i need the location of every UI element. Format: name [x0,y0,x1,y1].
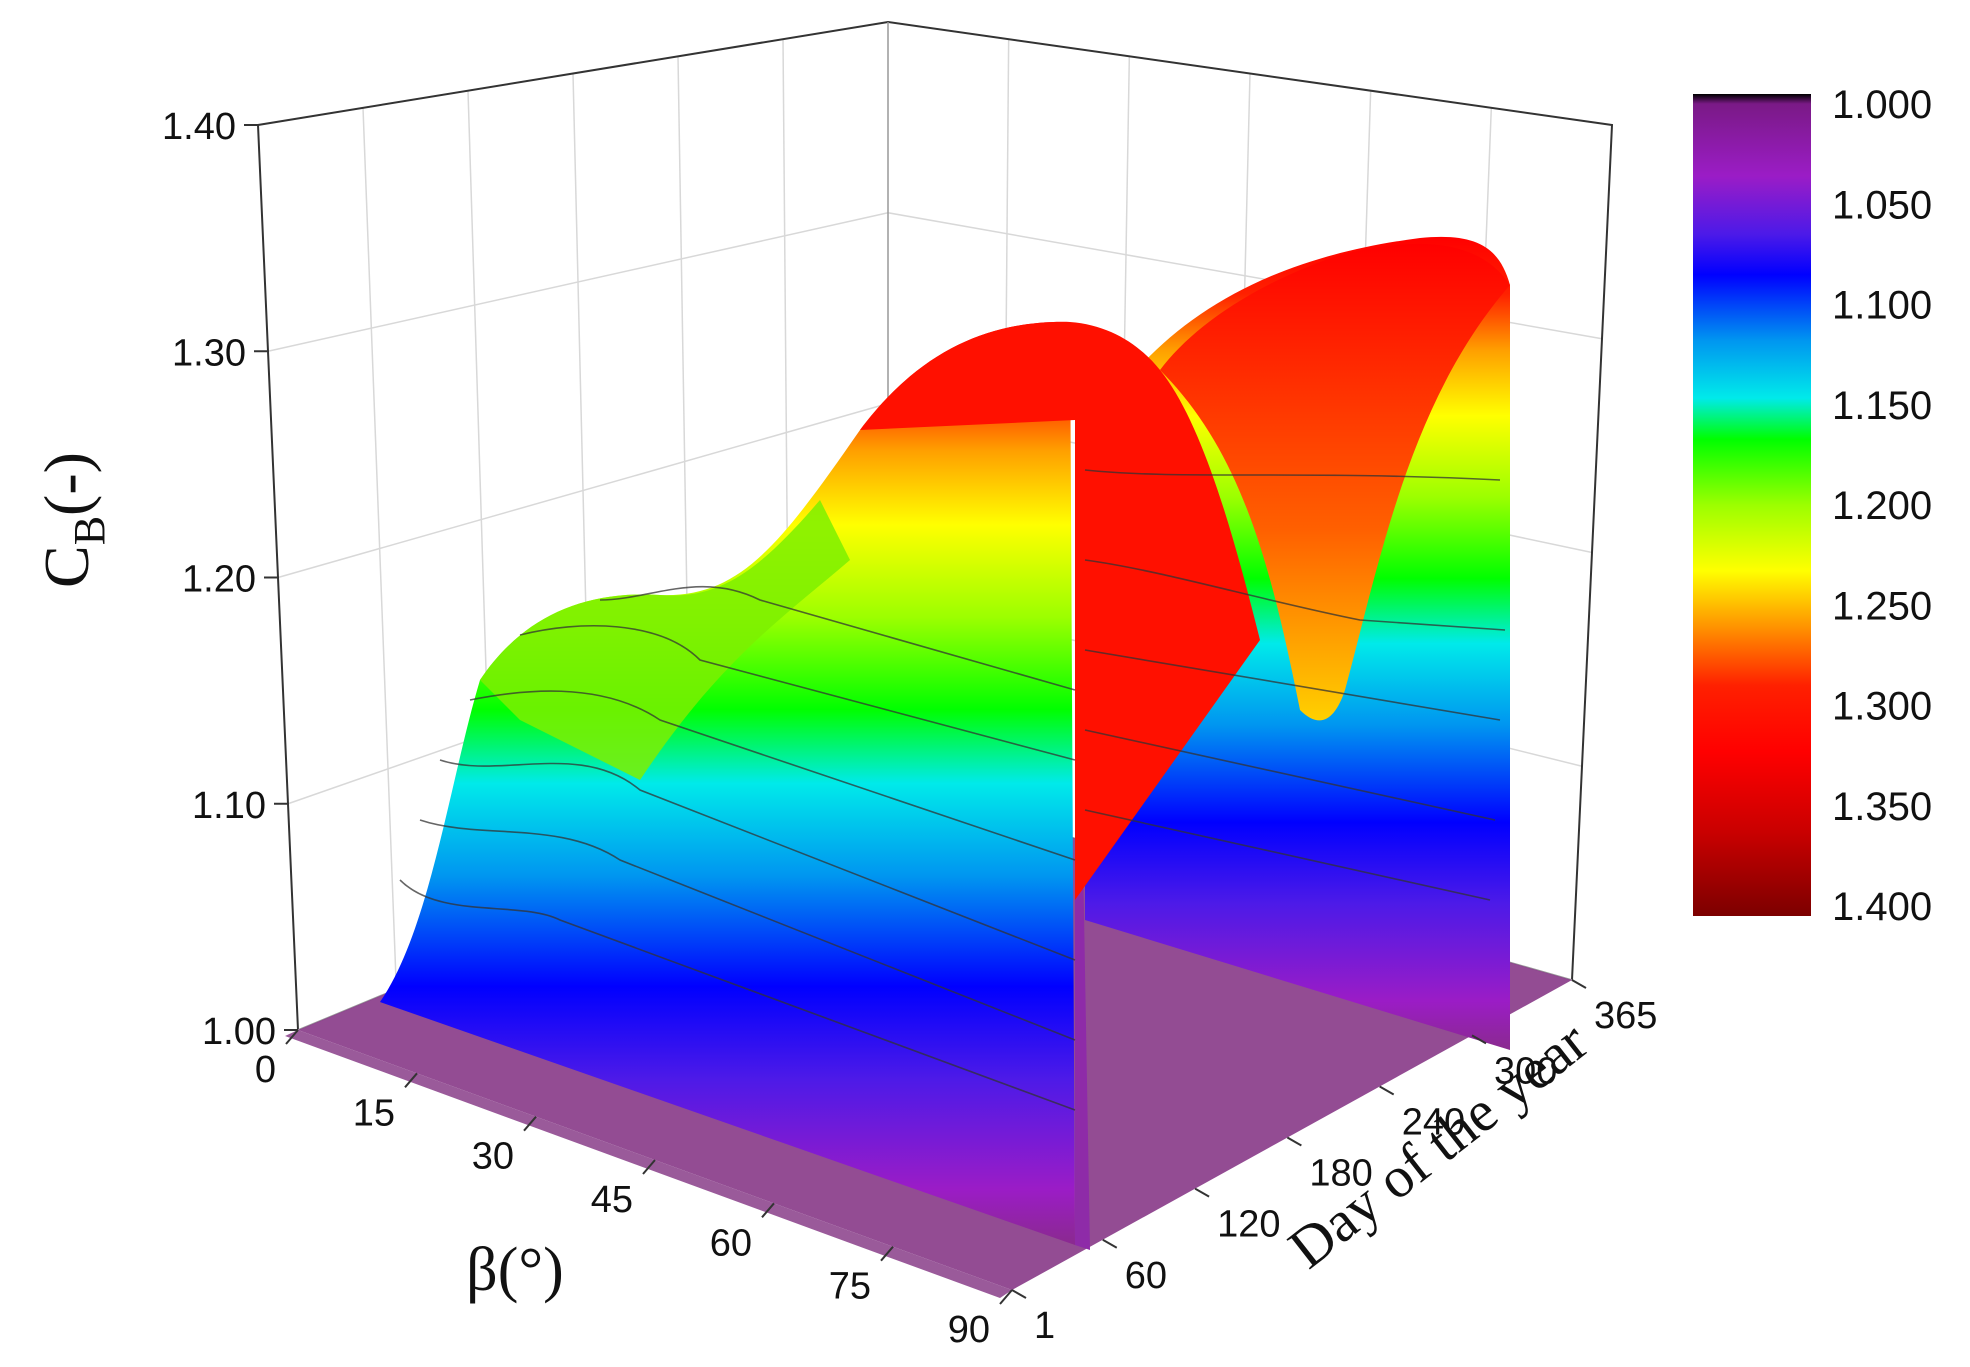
colorbar-label: 1.350 [1832,785,1932,829]
x-tick-mark [404,1072,418,1088]
contour-line [1084,649,1501,721]
colorbar-label: 1.050 [1832,183,1932,227]
contour-line [399,879,1076,1111]
surface-crest [860,321,1260,900]
gridline-vert-left [362,107,398,990]
x-axis-ticks: 0 15 30 45 60 75 90 [255,1029,1013,1351]
y-tick-mark [1571,979,1587,989]
y-tick-label: 60 [1125,1255,1167,1297]
z-axis-ticks: 1.00 1.10 1.20 1.30 1.40 [162,106,298,1053]
contour-line [1084,469,1501,481]
x-tick-label: 30 [472,1136,514,1178]
y-tick-mark [1102,1238,1118,1249]
z-axis-title-unit: (-) [31,452,102,516]
z-tick-label: 1.00 [202,1011,276,1053]
x-tick-label: 15 [353,1092,395,1134]
contour-line [439,759,1076,961]
contour-line [419,819,1076,1041]
colorbar-label: 1.400 [1832,885,1932,929]
y-tick-label: 1 [1034,1305,1055,1347]
contour-line [1084,809,1491,901]
colorbar-labels: 1.000 1.050 1.100 1.150 1.200 1.250 1.300 1.350… [1832,83,1932,929]
z-axis-title-sub: B [65,516,114,545]
x-tick-mark [999,1289,1013,1305]
y-tick-mark [1194,1187,1210,1198]
z-axis-title-main: C [31,545,102,588]
x-tick-label: 45 [591,1179,633,1221]
z-axis-title: CB(-) [31,452,114,588]
x-tick-label: 0 [255,1049,276,1091]
y-tick-mark [1379,1085,1395,1096]
y-tick-label: 300 [1494,1050,1557,1092]
y-axis-ticks: 1 60 120 180 240 300 365 [1011,979,1657,1347]
z-tick-label: 1.10 [192,785,266,827]
surface-floor-front-edge [285,1030,1012,1298]
colorbar-label: 1.100 [1832,284,1932,328]
contour-line [1084,559,1506,631]
surface [285,236,1572,1298]
x-tick-mark [761,1202,775,1218]
x-tick-mark [523,1116,537,1132]
z-tick-label: 1.20 [182,559,256,601]
y-tick-mark [1286,1136,1302,1147]
y-tick-label: 120 [1217,1204,1280,1246]
y-tick-mark [1471,1034,1487,1045]
colorbar-label: 1.300 [1832,685,1932,729]
x-axis-title: β(°) [466,1236,564,1304]
contour-line [469,690,1076,861]
surface-shoulder [480,500,850,780]
colorbar: 1.000 1.050 1.100 1.150 1.200 1.250 1.300 1.350… [1693,83,1932,929]
colorbar-swatch [1693,94,1811,916]
colorbar-label: 1.000 [1832,83,1932,127]
x-tick-mark [880,1246,894,1262]
colorbar-label: 1.200 [1832,484,1932,528]
colorbar-label: 1.150 [1832,384,1932,428]
surface-main-body [380,321,1075,1245]
y-tick-label: 365 [1594,995,1657,1037]
z-tick-label: 1.40 [162,106,236,148]
y-tick-label: 180 [1309,1153,1372,1195]
x-tick-label: 90 [948,1309,990,1351]
contour-line [519,625,1076,761]
surface-trough [1160,243,1510,721]
colorbar-label: 1.250 [1832,584,1932,628]
x-tick-mark [642,1159,656,1175]
y-tick-label: 240 [1402,1101,1465,1143]
z-tick-label: 1.30 [172,332,246,374]
x-tick-label: 60 [710,1222,752,1264]
contour-line [599,585,1076,691]
x-tick-mark [285,1029,299,1045]
contour-line [1084,729,1496,821]
y-tick-mark [1011,1289,1027,1299]
x-tick-label: 75 [829,1266,871,1308]
